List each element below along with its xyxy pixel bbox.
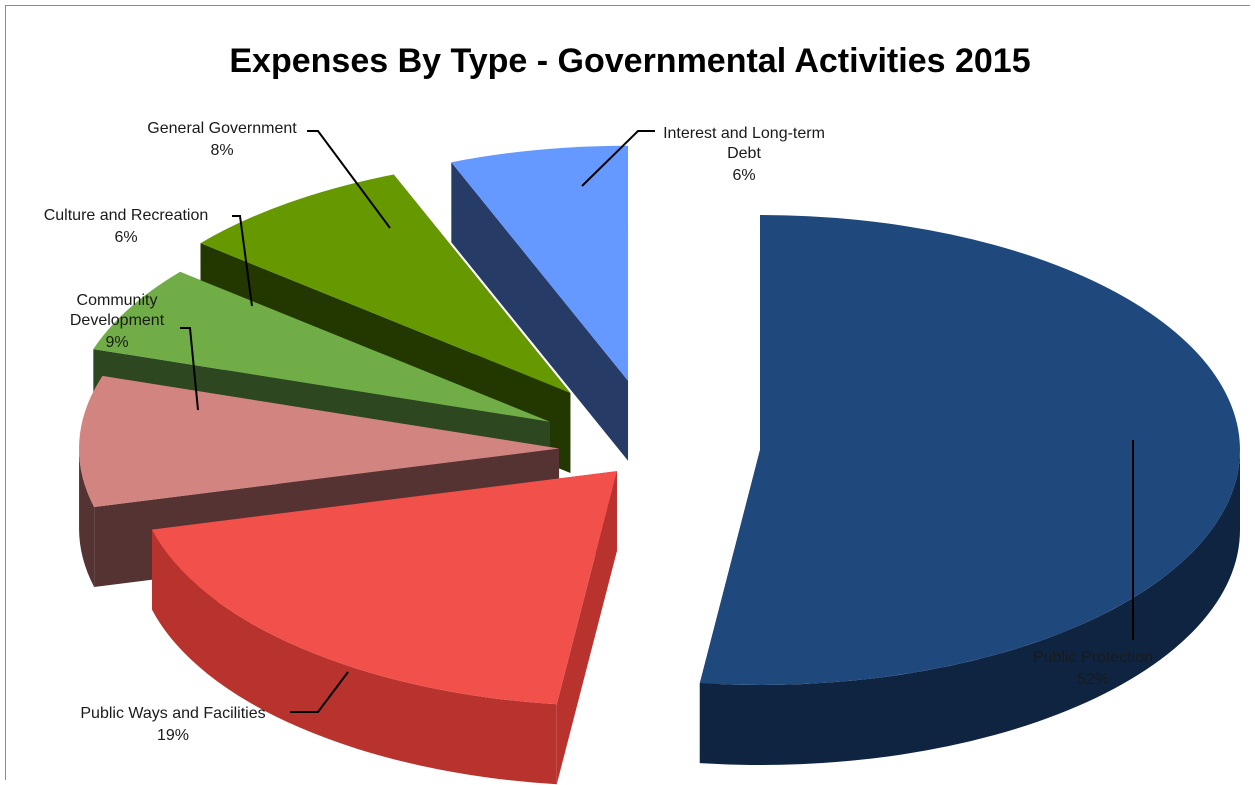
pie-slices xyxy=(79,145,1240,785)
slice-wall-interest-and-long-term-debt-0 xyxy=(451,162,629,461)
slice-value-culture-and-recreation: 6% xyxy=(114,229,137,246)
chart-title: Expenses By Type - Governmental Activiti… xyxy=(229,42,1030,80)
leader-line-public-ways-and-facilities xyxy=(290,671,349,713)
slice-value-general-government: 8% xyxy=(210,142,233,159)
slice-label-culture-and-recreation: Culture and Recreation 6% xyxy=(44,207,209,246)
slice-rim-public-protection xyxy=(699,450,1240,765)
slice-top-community-development xyxy=(79,375,560,507)
slice-interest-and-long-term-debt xyxy=(451,145,629,461)
slice-rim-public-ways-and-facilities xyxy=(151,529,557,785)
slice-labels: Public Protection 52% Public Ways and Faci… xyxy=(44,120,1153,744)
slice-top-culture-and-recreation xyxy=(93,271,550,422)
slice-top-general-government xyxy=(200,174,571,393)
slice-public-ways-and-facilities xyxy=(151,471,617,785)
leader-line-general-government xyxy=(307,130,391,229)
leader-line-culture-and-recreation xyxy=(232,215,253,307)
leader-lines xyxy=(180,130,1134,713)
slice-label-general-government: General Government 8% xyxy=(147,120,297,159)
leader-line-interest-and-long-term-debt xyxy=(581,130,655,187)
slice-top-interest-and-long-term-debt xyxy=(451,145,629,381)
slice-value-public-protection: 52% xyxy=(1077,671,1109,688)
slice-label-public-ways-and-facilities: Public Ways and Facilities 19% xyxy=(80,705,265,744)
slice-label-interest-and-long-term-debt: Interest and Long-term Debt 6% xyxy=(663,125,825,184)
slice-top-public-protection xyxy=(699,215,1240,685)
slice-value-public-ways-and-facilities: 19% xyxy=(157,727,189,744)
slice-rim-community-development xyxy=(79,448,95,587)
leader-line-community-development xyxy=(180,327,199,411)
slice-value-community-development: 9% xyxy=(105,334,128,351)
slice-top-public-ways-and-facilities xyxy=(151,471,617,705)
slice-label-public-protection: Public Protection 52% xyxy=(1033,649,1153,688)
slice-label-community-development: Community Development 9% xyxy=(70,292,165,351)
slice-value-interest-and-long-term-debt: 6% xyxy=(732,167,755,184)
slice-public-protection xyxy=(699,215,1240,765)
